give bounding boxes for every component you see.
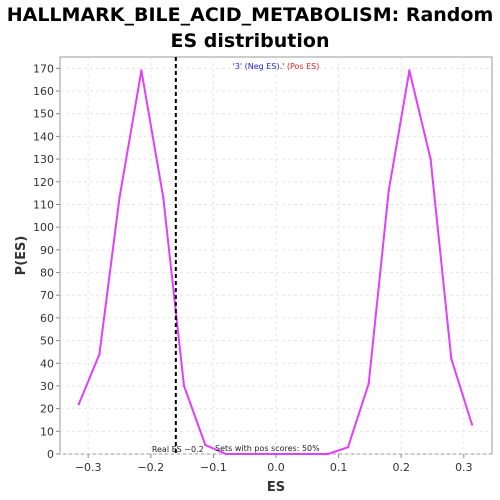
data-point <box>408 69 411 72</box>
y-tick-label: 100 <box>33 221 54 234</box>
y-tick-label: 60 <box>40 312 54 325</box>
x-tick-label: 0.2 <box>392 461 410 474</box>
data-point <box>118 196 121 199</box>
x-tick-label: −0.3 <box>75 461 102 474</box>
x-tick-label: −0.2 <box>137 461 164 474</box>
y-tick-label: 50 <box>40 335 54 348</box>
y-tick-label: 150 <box>33 108 54 121</box>
y-tick-label: 130 <box>33 153 54 166</box>
pos-scores-annotation: Sets with pos scores: 50% <box>215 444 320 453</box>
data-point <box>182 384 186 388</box>
data-point <box>140 69 143 72</box>
y-tick-label: 90 <box>40 244 54 257</box>
y-tick-label: 140 <box>33 130 54 143</box>
y-tick-label: 110 <box>33 198 54 211</box>
y-tick-label: 120 <box>33 176 54 189</box>
data-point <box>204 443 207 447</box>
series-line <box>77 69 473 455</box>
y-axis-title: P(ES) <box>14 236 29 276</box>
chart-title: HALLMARK_BILE_ACID_METABOLISM: Random ES… <box>0 2 500 54</box>
data-point <box>387 189 390 193</box>
data-point <box>346 445 350 449</box>
data-point <box>326 452 330 456</box>
y-tick-label: 10 <box>40 425 54 438</box>
chart-title-line-2: ES distribution <box>170 30 330 52</box>
legend-entry: .' <box>280 62 285 71</box>
data-point <box>470 423 474 426</box>
data-point <box>306 452 309 456</box>
series-layer <box>77 69 474 456</box>
real-es-label: Real ES −0.2 <box>152 445 204 454</box>
axes: 0 10 20 30 40 50 60 70 80 90 100 110 120 130 140 150 160… <box>14 62 473 495</box>
y-tick-label: 70 <box>40 289 54 302</box>
y-tick-label: 0 <box>47 448 54 461</box>
annotations: Real ES −0.2 Sets with pos scores: 50% '3'… <box>152 57 320 454</box>
grid-lines <box>60 57 492 455</box>
data-point <box>367 382 370 385</box>
y-tick-label: 40 <box>40 357 54 370</box>
data-point <box>286 452 289 456</box>
y-tick-label: 160 <box>33 85 54 98</box>
data-point <box>429 157 432 161</box>
x-tick-label: 0.3 <box>455 461 473 474</box>
y-tick-label: 30 <box>40 380 54 393</box>
chart-title-line-1: HALLMARK_BILE_ACID_METABOLISM: Random <box>6 4 494 26</box>
x-tick-label: 0.0 <box>267 461 285 474</box>
y-tick-label: 170 <box>33 62 54 75</box>
y-tick-label: 20 <box>40 403 54 416</box>
data-point <box>244 452 248 456</box>
data-point <box>98 352 101 356</box>
x-axis-title: ES <box>267 480 285 495</box>
legend: '3' (Neg ES).' (Pos ES) <box>233 62 320 71</box>
data-point <box>224 452 228 456</box>
legend-entry: (Pos ES) <box>284 62 319 71</box>
legend-entry: '3' (Neg ES) <box>233 62 280 71</box>
data-point <box>162 196 165 199</box>
x-tick-label: 0.1 <box>330 461 348 474</box>
y-tick-label: 80 <box>40 267 54 280</box>
data-point <box>450 357 453 360</box>
x-tick-label: −0.1 <box>200 461 227 474</box>
data-point <box>265 452 268 456</box>
data-point <box>77 402 80 406</box>
